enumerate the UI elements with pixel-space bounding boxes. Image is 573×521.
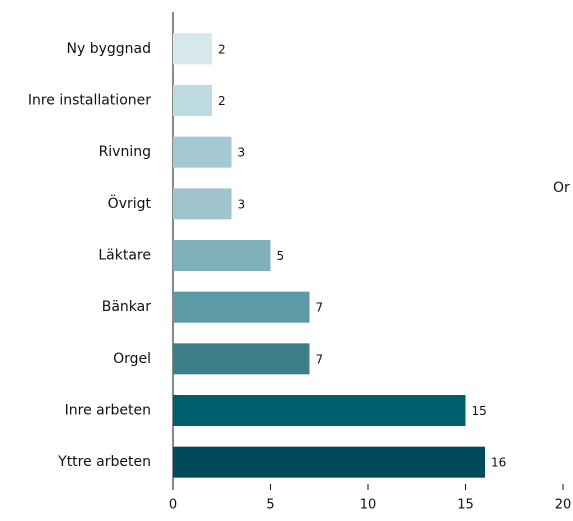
bar	[173, 240, 271, 271]
y-tick-label: Ny byggnad	[67, 41, 152, 57]
y-tick-label: Inre arbeten	[65, 403, 151, 419]
value-label: 3	[238, 146, 246, 160]
value-label: 3	[238, 197, 246, 211]
x-tick-label: 0	[169, 498, 177, 513]
value-label: 5	[277, 249, 285, 263]
bar	[173, 33, 212, 65]
bar	[173, 188, 232, 220]
x-tick-label: 5	[266, 498, 274, 513]
y-tick-label: Rivning	[99, 144, 151, 160]
y-tick-label: Bänkar	[102, 299, 151, 315]
y-tick-label: Läktare	[98, 248, 151, 264]
bar	[173, 85, 212, 116]
bar	[173, 446, 485, 478]
value-label: 7	[316, 301, 324, 315]
bar	[173, 291, 310, 323]
value-label: 7	[316, 352, 324, 366]
value-label: 2	[218, 94, 226, 108]
annotation: Or	[553, 180, 570, 196]
value-label: 16	[491, 456, 506, 470]
value-label: 15	[472, 404, 487, 418]
bar	[173, 136, 232, 168]
value-label: 2	[218, 42, 226, 56]
bar	[173, 395, 466, 426]
x-tick-label: 10	[360, 498, 377, 513]
bar	[173, 343, 310, 375]
y-tick-label: Övrigt	[108, 194, 152, 212]
y-tick-label: Yttre arbeten	[57, 454, 151, 470]
y-tick-label: Orgel	[113, 351, 151, 367]
x-tick-label: 20	[555, 498, 572, 513]
y-tick-label: Inre installationer	[28, 93, 151, 109]
x-tick-label: 15	[457, 498, 474, 513]
